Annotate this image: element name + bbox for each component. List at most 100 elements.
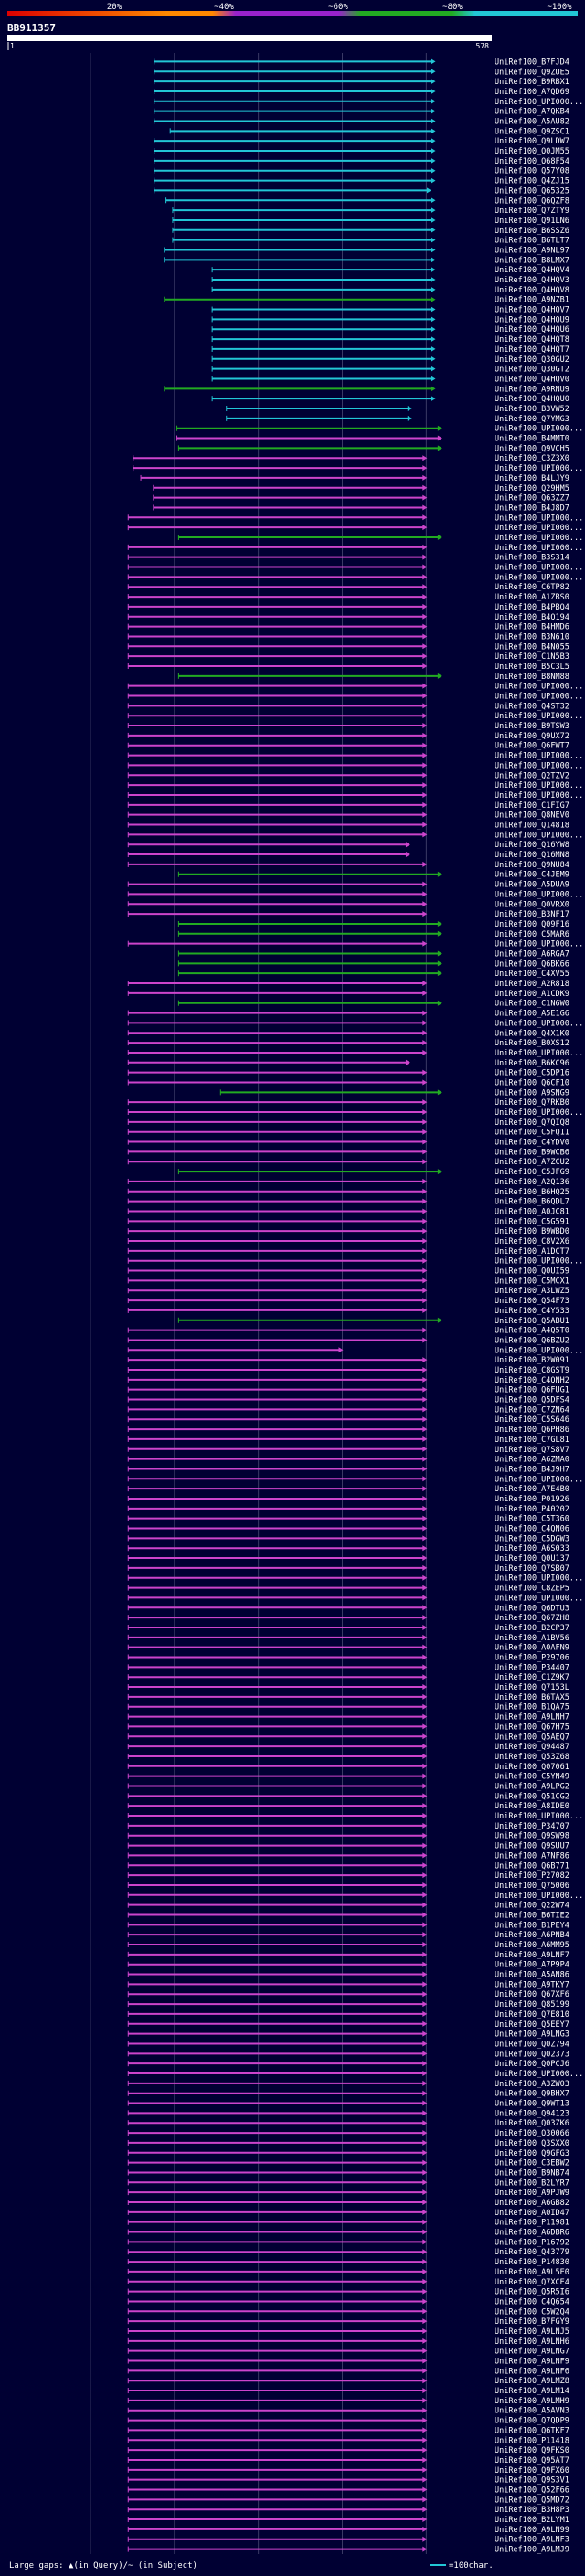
- hit-label[interactable]: UniRef100_A9LPG2: [495, 1782, 569, 1791]
- hit-row[interactable]: UniRef100_Q8NEV0: [127, 811, 569, 821]
- hit-row[interactable]: UniRef100_C1N6W0: [177, 1000, 569, 1009]
- hit-row[interactable]: UniRef100_Q67XF6: [127, 1990, 569, 1999]
- hit-row[interactable]: UniRef100_C3Z3X0: [133, 454, 569, 463]
- hit-row[interactable]: UniRef100_UPI000...: [127, 890, 583, 899]
- hit-row[interactable]: UniRef100_B3H8P3: [127, 2506, 569, 2515]
- hit-label[interactable]: UniRef100_C5FQ11: [495, 1129, 569, 1138]
- hit-label[interactable]: UniRef100_B3S314: [495, 554, 569, 563]
- hit-label[interactable]: UniRef100_UPI000...: [495, 712, 583, 721]
- hit-row[interactable]: UniRef100_Q6BZU2: [127, 1336, 569, 1345]
- hit-row[interactable]: UniRef100_B6SSZ6: [172, 227, 569, 236]
- hit-label[interactable]: UniRef100_C1N6W0: [495, 1000, 569, 1009]
- hit-row[interactable]: UniRef100_A1BV56: [127, 1634, 569, 1643]
- hit-label[interactable]: UniRef100_Q52F66: [495, 2486, 569, 2496]
- hit-label[interactable]: UniRef100_C5MAR6: [495, 930, 569, 939]
- hit-row[interactable]: UniRef100_Q7RKB0: [127, 1098, 569, 1108]
- hit-label[interactable]: UniRef100_Q03ZK6: [495, 2119, 569, 2128]
- hit-label[interactable]: UniRef100_Q6TKF7: [495, 2426, 569, 2435]
- hit-row[interactable]: UniRef100_A0ID47: [127, 2209, 569, 2218]
- hit-label[interactable]: UniRef100_Q7XCE4: [495, 2278, 569, 2287]
- hit-label[interactable]: UniRef100_Q94487: [495, 1743, 569, 1752]
- hit-row[interactable]: UniRef100_Q7S8V7: [127, 1446, 569, 1455]
- hit-row[interactable]: UniRef100_Q4X1K0: [127, 1029, 569, 1038]
- hit-row[interactable]: UniRef100_B9RBX1: [154, 78, 569, 87]
- hit-row[interactable]: UniRef100_A7E4B0: [127, 1485, 569, 1494]
- hit-label[interactable]: UniRef100_Q4HQU9: [495, 315, 569, 324]
- hit-label[interactable]: UniRef100_A6DBR6: [495, 2229, 569, 2238]
- hit-label[interactable]: UniRef100_Q54F73: [495, 1297, 569, 1306]
- hit-label[interactable]: UniRef100_Q43779: [495, 2248, 569, 2257]
- hit-label[interactable]: UniRef100_Q0VRX0: [495, 900, 569, 909]
- hit-label[interactable]: UniRef100_A9NZB1: [495, 296, 569, 305]
- hit-label[interactable]: UniRef100_UPI000...: [495, 98, 583, 107]
- hit-row[interactable]: UniRef100_Q4HQU6: [211, 325, 569, 334]
- hit-label[interactable]: UniRef100_B8LMX7: [495, 256, 569, 265]
- hit-row[interactable]: UniRef100_A3LWZ5: [127, 1287, 569, 1296]
- hit-label[interactable]: UniRef100_Q4HQU0: [495, 395, 569, 404]
- hit-label[interactable]: UniRef100_Q7ZTY9: [495, 207, 569, 216]
- hit-row[interactable]: UniRef100_Q4ST32: [127, 702, 569, 711]
- hit-label[interactable]: UniRef100_A7E4B0: [495, 1485, 569, 1494]
- hit-row[interactable]: UniRef100_Q6FWT7: [127, 742, 569, 751]
- hit-row[interactable]: UniRef100_P40202: [127, 1505, 569, 1514]
- hit-label[interactable]: UniRef100_Q5EEY7: [495, 2020, 569, 2030]
- hit-label[interactable]: UniRef100_Q4HQV7: [495, 306, 569, 315]
- hit-row[interactable]: UniRef100_Q7XCE4: [127, 2278, 569, 2287]
- hit-row[interactable]: UniRef100_Q9SW98: [127, 1832, 569, 1841]
- hit-label[interactable]: UniRef100_Q7YMG3: [495, 415, 569, 424]
- hit-label[interactable]: UniRef100_A7NF86: [495, 1851, 569, 1860]
- hit-row[interactable]: UniRef100_A9SNG9: [219, 1088, 569, 1097]
- hit-label[interactable]: UniRef100_Q3SXX0: [495, 2139, 569, 2148]
- hit-label[interactable]: UniRef100_B9RBX1: [495, 78, 569, 87]
- hit-row[interactable]: UniRef100_A6ZMA0: [127, 1456, 569, 1465]
- hit-label[interactable]: UniRef100_C3Z3X0: [495, 454, 569, 463]
- hit-label[interactable]: UniRef100_Q09F16: [495, 920, 569, 929]
- hit-label[interactable]: UniRef100_Q6BZU2: [495, 1336, 569, 1345]
- hit-label[interactable]: UniRef100_A9LNJ5: [495, 2327, 569, 2337]
- hit-label[interactable]: UniRef100_C6TP82: [495, 583, 569, 592]
- hit-label[interactable]: UniRef100_B0XS12: [495, 1039, 569, 1048]
- hit-row[interactable]: UniRef100_Q85199: [127, 2000, 569, 2009]
- hit-row[interactable]: UniRef100_P14830: [127, 2258, 569, 2267]
- hit-label[interactable]: UniRef100_P01926: [495, 1495, 569, 1504]
- hit-label[interactable]: UniRef100_Q6PH86: [495, 1426, 569, 1435]
- hit-row[interactable]: UniRef100_Q7QDP9: [127, 2417, 569, 2426]
- hit-row[interactable]: UniRef100_Q9VCH5: [177, 444, 569, 453]
- hit-label[interactable]: UniRef100_B2W091: [495, 1356, 569, 1365]
- hit-label[interactable]: UniRef100_UPI000...: [495, 1049, 583, 1058]
- hit-label[interactable]: UniRef100_B6HQ25: [495, 1188, 569, 1197]
- hit-label[interactable]: UniRef100_Q4HQV0: [495, 375, 569, 384]
- hit-label[interactable]: UniRef100_A7P9P4: [495, 1961, 569, 1970]
- hit-label[interactable]: UniRef100_Q5R5I6: [495, 2288, 569, 2297]
- hit-row[interactable]: UniRef100_A6PNB4: [127, 1931, 569, 1940]
- hit-label[interactable]: UniRef100_P27082: [495, 1871, 569, 1881]
- hit-row[interactable]: UniRef100_C8V2X6: [127, 1237, 569, 1246]
- hit-row[interactable]: UniRef100_A6GB82: [127, 2199, 569, 2208]
- hit-label[interactable]: UniRef100_Q7S8V7: [495, 1446, 569, 1455]
- hit-label[interactable]: UniRef100_P40202: [495, 1505, 569, 1514]
- hit-label[interactable]: UniRef100_C4Q654: [495, 2297, 569, 2306]
- hit-label[interactable]: UniRef100_Q5AEQ7: [495, 1733, 569, 1742]
- hit-label[interactable]: UniRef100_A5E1G6: [495, 1010, 569, 1019]
- hit-label[interactable]: UniRef100_Q6FUG1: [495, 1386, 569, 1395]
- hit-row[interactable]: UniRef100_Q7SB07: [127, 1564, 569, 1574]
- hit-row[interactable]: UniRef100_A5AU82: [154, 117, 569, 126]
- hit-label[interactable]: UniRef100_UPI000...: [495, 693, 583, 702]
- hit-row[interactable]: UniRef100_Q3SXX0: [127, 2139, 569, 2148]
- hit-label[interactable]: UniRef100_B9WCB6: [495, 1148, 569, 1157]
- hit-row[interactable]: UniRef100_Q16MN8: [127, 851, 569, 860]
- hit-label[interactable]: UniRef100_UPI000...: [495, 564, 583, 573]
- hit-row[interactable]: UniRef100_C5JFG9: [177, 1168, 569, 1177]
- hit-row[interactable]: UniRef100_UPI000...: [127, 524, 583, 533]
- hit-row[interactable]: UniRef100_B4LJY9: [140, 474, 569, 483]
- hit-row[interactable]: UniRef100_A4Q5T0: [127, 1327, 569, 1336]
- hit-row[interactable]: UniRef100_A9TKY7: [127, 1980, 569, 1989]
- hit-label[interactable]: UniRef100_C5MCX1: [495, 1277, 569, 1286]
- hit-label[interactable]: UniRef100_C5DGW3: [495, 1534, 569, 1543]
- hit-label[interactable]: UniRef100_Q4HQV3: [495, 276, 569, 285]
- hit-row[interactable]: UniRef100_C4JEM9: [177, 871, 569, 880]
- hit-label[interactable]: UniRef100_B9NB74: [495, 2168, 569, 2178]
- hit-row[interactable]: UniRef100_Q4HQV7: [211, 306, 569, 315]
- hit-label[interactable]: UniRef100_Q8NEV0: [495, 811, 569, 821]
- hit-row[interactable]: UniRef100_Q57Y08: [154, 167, 569, 176]
